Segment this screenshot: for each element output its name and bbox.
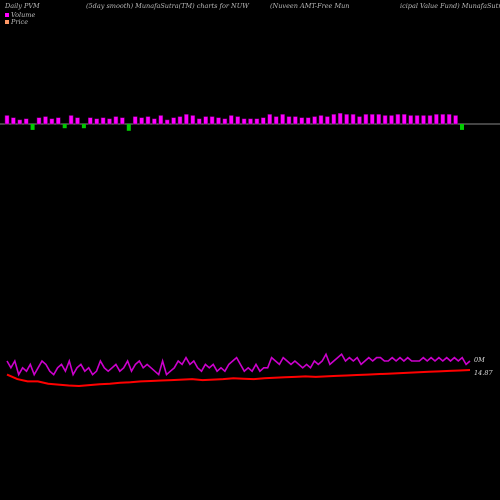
volume-bar-up [408, 115, 413, 125]
price-line [6, 369, 471, 388]
volume-bar-up [357, 116, 362, 125]
header-fund-name-part2: icipal Value Fund) MunafaSutra [400, 2, 500, 10]
legend-volume-swatch [5, 13, 9, 17]
volume-bar-up [331, 114, 337, 125]
price-last-label: 14.87 [474, 369, 493, 377]
volume-bar-up [158, 115, 164, 125]
volume-bar-up [286, 116, 292, 125]
volume-bar-up [190, 115, 196, 125]
volume-bar-up [414, 115, 420, 125]
volume-last-label: 0M [474, 356, 485, 364]
volume-bar-up [273, 116, 279, 125]
volume-bar-up [113, 116, 119, 125]
volume-bar-up [56, 117, 61, 125]
volume-bar-up [427, 115, 433, 125]
volume-bar-up [440, 114, 446, 125]
volume-bar-up [395, 114, 401, 125]
volume-bar-up [254, 118, 260, 125]
volume-bar-up [280, 114, 285, 125]
volume-bar-down [81, 124, 86, 129]
volume-bar-up [241, 118, 247, 125]
volume-bar-up [344, 114, 349, 125]
volume-bar-up [49, 118, 55, 125]
volume-bar-up [120, 117, 125, 125]
volume-bar-up [4, 115, 10, 125]
volume-bar-down [62, 124, 67, 129]
volume-bar-up [152, 118, 157, 125]
volume-bar-up [261, 117, 266, 125]
volume-bar-up [43, 116, 48, 125]
legend-price-swatch [5, 20, 9, 24]
header-chart-title: (5day smooth) MunafaSutra(TM) charts for… [86, 2, 249, 10]
volume-bar-up [299, 117, 305, 125]
volume-bar-up [171, 117, 176, 125]
volume-bar-up [132, 116, 138, 125]
volume-bar-up [68, 115, 74, 125]
volume-bar-up [139, 117, 144, 125]
volume-bar-up [305, 117, 311, 125]
volume-bar-up [100, 117, 106, 125]
volume-bar-up [434, 114, 439, 125]
volume-bar-up [145, 116, 151, 125]
volume-bar-up [17, 119, 23, 125]
volume-bar-up [325, 116, 330, 125]
volume-bars [4, 113, 464, 131]
legend-price: Price [5, 18, 28, 26]
volume-bar-up [235, 116, 240, 125]
legend-volume: Volume [5, 11, 35, 19]
volume-bar-up [209, 116, 215, 125]
header-pvm-label: Daily PVM [5, 2, 40, 10]
volume-bar-up [216, 117, 221, 125]
volume-bar-up [293, 116, 298, 125]
volume-bar-up [337, 113, 343, 125]
volume-bar-up [421, 115, 426, 125]
header-fund-name-part1: (Nuveen AMT-Free Mun [270, 2, 350, 10]
volume-bar-up [36, 117, 42, 125]
volume-bar-up [370, 114, 375, 125]
legend-volume-label: Volume [11, 11, 36, 19]
volume-bar-up [197, 118, 202, 125]
volume-bar-up [350, 114, 356, 125]
volume-bar-up [107, 118, 112, 125]
volume-bar-up [184, 114, 189, 125]
volume-bar-up [453, 115, 458, 125]
volume-bar-up [389, 115, 394, 125]
volume-bar-up [88, 117, 93, 125]
volume-bar-up [229, 115, 234, 125]
volume-bar-up [222, 118, 228, 125]
volume-smooth-line [6, 352, 471, 377]
volume-bar-up [203, 116, 208, 125]
volume-bar-down [30, 124, 35, 130]
volume-bar-up [376, 114, 381, 125]
volume-bar-up [363, 114, 369, 125]
volume-bar-up [402, 114, 407, 125]
volume-bar-up [11, 117, 16, 125]
volume-bar-up [382, 115, 388, 125]
legend-price-label: Price [11, 18, 29, 26]
volume-bar-up [23, 118, 29, 125]
volume-bar-down [126, 124, 131, 131]
volume-bar-up [312, 116, 317, 125]
volume-bar-up [94, 118, 99, 125]
volume-bar-up [267, 114, 272, 125]
volume-bar-up [248, 118, 253, 125]
volume-bar-up [318, 115, 324, 125]
volume-bar-up [164, 119, 170, 125]
volume-bar-up [446, 114, 452, 125]
volume-bar-up [75, 117, 80, 125]
volume-bar-down [460, 124, 464, 130]
volume-bar-up [177, 116, 183, 125]
